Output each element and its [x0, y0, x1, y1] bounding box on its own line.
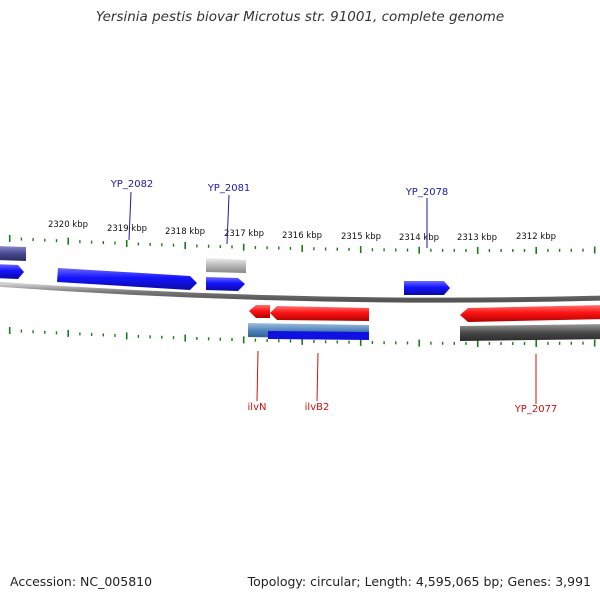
genome-summary: Topology: circular; Length: 4,595,065 bp…: [247, 574, 591, 589]
map-title: Yersinia pestis biovar Microtus str. 910…: [95, 9, 505, 25]
scale-label: 2320 kbp: [48, 220, 88, 230]
gene-label-yp2082[interactable]: YP_2082: [110, 179, 154, 190]
leader-line: [226, 194, 230, 245]
gene-arrow-reverse[interactable]: [249, 305, 270, 318]
gene-labels: YP_2082 YP_2081 YP_2078 ilvN ilvB2 YP_20…: [110, 179, 558, 415]
scale-label: 2313 kbp: [457, 233, 497, 243]
leader-line: [128, 191, 132, 241]
scale-label: 2314 kbp: [399, 233, 439, 243]
label-leaders: [128, 191, 537, 404]
gene-arrow-forward[interactable]: [0, 246, 26, 261]
scale-label: 2312 kbp: [516, 232, 556, 242]
gene-arrow-forward[interactable]: [0, 264, 24, 279]
scale-label: 2315 kbp: [341, 232, 381, 242]
gene-label-ilvB2[interactable]: ilvB2: [305, 402, 330, 413]
gene-label-yp2077[interactable]: YP_2077: [514, 404, 558, 415]
forward-strand-genes: [0, 246, 450, 295]
scale-label: 2319 kbp: [107, 224, 147, 234]
gene-arrow-reverse[interactable]: [268, 331, 369, 340]
leader-line: [256, 350, 259, 402]
gene-arrow-forward[interactable]: [57, 268, 197, 290]
genome-backbone: [0, 281, 600, 303]
reverse-strand-genes: [248, 305, 600, 341]
outer-tick-row: [8, 234, 596, 254]
scale-label: 2316 kbp: [282, 231, 322, 241]
gene-label-yp2081[interactable]: YP_2081: [207, 183, 251, 194]
scale-label: 2318 kbp: [165, 227, 205, 237]
gene-arrow-forward[interactable]: [206, 258, 246, 273]
gene-arrow-forward[interactable]: [206, 277, 245, 291]
gene-arrow-reverse[interactable]: [460, 324, 600, 341]
leader-line: [316, 352, 319, 402]
scale-label: 2317 kbp: [224, 229, 264, 239]
gene-label-yp2078[interactable]: YP_2078: [405, 187, 449, 198]
scale-labels: 2320 kbp 2319 kbp 2318 kbp 2317 kbp 2316…: [48, 220, 556, 243]
inner-tick-row: [8, 327, 596, 347]
gene-arrow-reverse[interactable]: [460, 305, 600, 322]
gene-label-ilvN[interactable]: ilvN: [248, 402, 267, 413]
accession-label: Accession: NC_005810: [10, 574, 153, 589]
gene-arrow-reverse[interactable]: [270, 306, 369, 321]
gene-arrow-forward[interactable]: [404, 281, 450, 295]
